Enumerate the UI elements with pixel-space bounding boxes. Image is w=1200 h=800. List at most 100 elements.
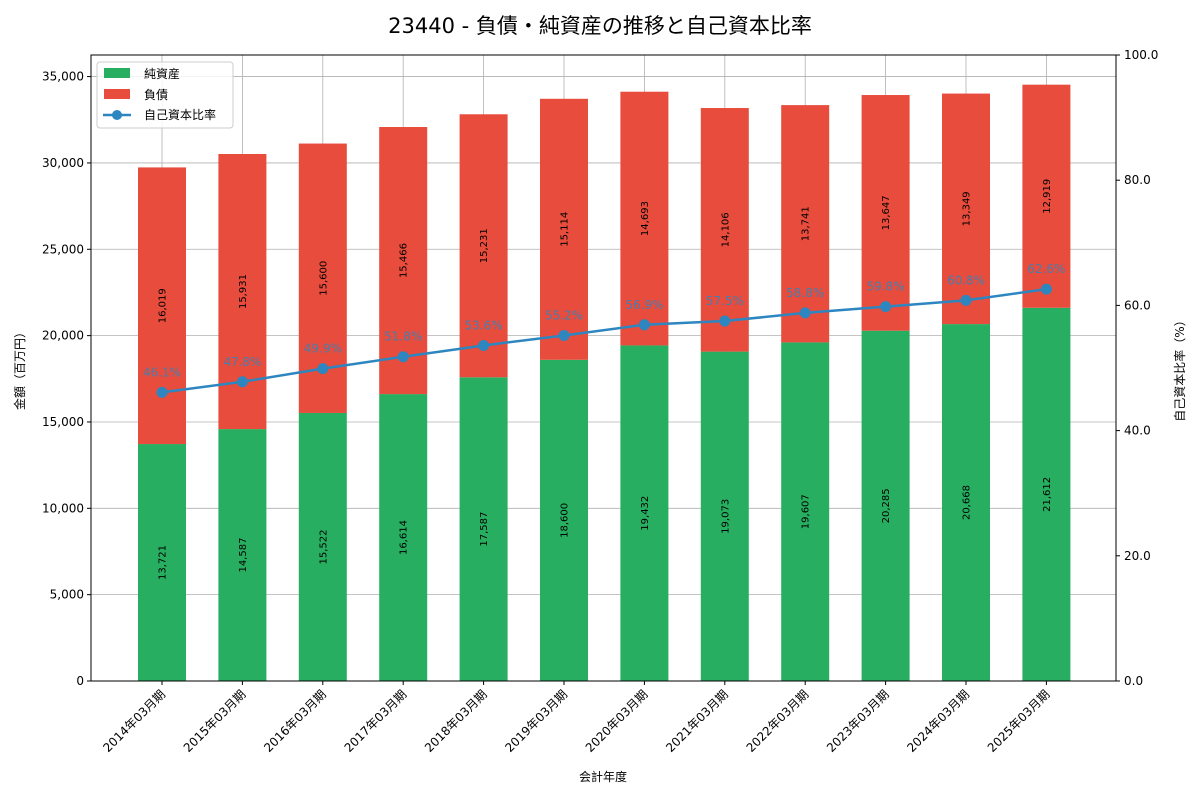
bar-label-net-assets: 16,614 [399,520,410,555]
ratio-point [236,376,248,388]
bar-label-net-assets: 18,600 [560,503,571,538]
ratio-point [880,301,892,313]
bar-label-liabilities: 15,231 [479,228,490,263]
right-tick-label: 60.0 [1124,298,1151,312]
left-tick-label: 10,000 [42,501,84,515]
bar-label-liabilities: 15,114 [560,212,571,247]
ratio-label: 47.8% [223,355,261,369]
ratio-label: 55.2% [545,308,583,322]
bar-liabilities [1022,84,1071,308]
right-tick-label: 0.0 [1124,674,1143,688]
bar-net-assets [781,342,830,681]
ratio-point [478,339,490,351]
bar-label-net-assets: 21,612 [1042,477,1053,512]
bar-liabilities [620,91,669,346]
legend-box [96,61,234,129]
ratio-point [1040,283,1052,295]
bar-liabilities [861,95,910,331]
left-tick-label: 5,000 [50,588,84,602]
legend-swatch-net-assets [104,68,130,78]
ratio-label: 59.8% [867,280,905,294]
ratio-label: 51.8% [384,330,422,344]
bar-net-assets [459,377,508,681]
bar-label-liabilities: 13,647 [881,195,892,230]
bar-liabilities [700,108,749,352]
bar-net-assets [298,412,347,681]
legend-label-net-assets: 純資産 [144,66,180,81]
bar-net-assets [1022,307,1071,681]
bar-liabilities [379,127,428,395]
bar-liabilities [459,114,508,378]
left-tick-label: 30,000 [42,156,84,170]
ratio-label: 49.9% [304,342,342,356]
bar-label-net-assets: 14,587 [238,538,249,573]
bar-label-net-assets: 20,285 [881,488,892,523]
left-tick-label: 35,000 [42,70,84,84]
bar-label-net-assets: 19,607 [801,494,812,529]
ratio-point [397,351,409,363]
legend-marker-ratio [112,110,122,120]
bar-liabilities [138,167,186,445]
bar-label-liabilities: 13,349 [962,191,973,226]
bar-net-assets [379,394,428,681]
chart-title: 23440 - 負債・純資産の推移と自己資本比率 [388,14,812,38]
legend-label-ratio: 自己資本比率 [144,107,216,122]
bar-net-assets [218,429,267,681]
bar-label-net-assets: 17,587 [479,512,490,547]
bar-label-net-assets: 15,522 [318,529,329,564]
ratio-point [719,315,731,327]
right-tick-label: 80.0 [1124,173,1151,187]
bar-net-assets [138,444,186,681]
right-tick-label: 20.0 [1124,549,1151,563]
ratio-label: 62.6% [1027,262,1065,276]
bar-label-liabilities: 12,919 [1042,179,1053,214]
bar-net-assets [942,324,990,681]
ratio-line [161,287,1047,394]
right-tick-label: 40.0 [1124,424,1151,438]
bar-label-liabilities: 13,741 [801,206,812,241]
ratio-label: 53.6% [465,318,503,332]
bar-label-net-assets: 13,721 [158,545,169,580]
bar-label-liabilities: 15,466 [399,243,410,278]
left-tick-label: 25,000 [42,242,84,256]
ratio-point [799,307,811,319]
left-axis: 0 5,000 10,000 15,000 20,000 25,000 30,000 35,0… [42,70,91,688]
right-tick-label: 100.0 [1124,48,1158,62]
bar-liabilities [781,105,830,343]
ratio-label: 57.5% [706,294,744,308]
x-axis-label: 会計年度 [579,769,627,784]
ratio-label: 56.9% [625,298,663,312]
right-axis-label: 自己資本比率（%） [1172,314,1187,421]
legend-swatch-liabilities [104,89,130,99]
bars [138,84,1071,681]
left-axis-label: 金額（百万円） [12,326,27,410]
right-axis: 0.0 20.0 40.0 60.0 80.0 100.0 [1116,48,1158,688]
bar-net-assets [620,345,669,681]
ratio-point [156,386,168,398]
ratio-point [317,363,329,375]
bar-label-net-assets: 19,432 [640,496,651,531]
bar-label-liabilities: 15,931 [238,274,249,309]
bar-label-net-assets: 20,668 [962,485,973,520]
bar-label-liabilities: 15,600 [318,261,329,296]
bar-net-assets [700,351,749,681]
bar-label-liabilities: 16,019 [158,288,169,323]
ratio-line-group: 46.1% 47.8% 49.9% 51.8% 53.6% 55.2% 56.9% 57.5%… [143,262,1065,398]
bar-net-assets [540,359,588,681]
left-tick-label: 0 [76,674,84,688]
plot-frame [90,54,1117,682]
ratio-point [558,329,570,341]
bar-liabilities [540,98,588,360]
ratio-label: 58.8% [786,286,824,300]
bar-net-assets [861,330,910,681]
legend-label-liabilities: 負債 [144,87,168,102]
bar-label-liabilities: 14,106 [720,212,731,247]
ratio-label: 60.8% [947,273,985,287]
ratio-label: 46.1% [143,365,181,379]
bar-labels: 13,721 16,019 14,587 15,931 15,522 15,600 16,6… [158,179,1053,580]
bar-label-net-assets: 19,073 [720,499,731,534]
bar-label-liabilities: 14,693 [640,201,651,236]
